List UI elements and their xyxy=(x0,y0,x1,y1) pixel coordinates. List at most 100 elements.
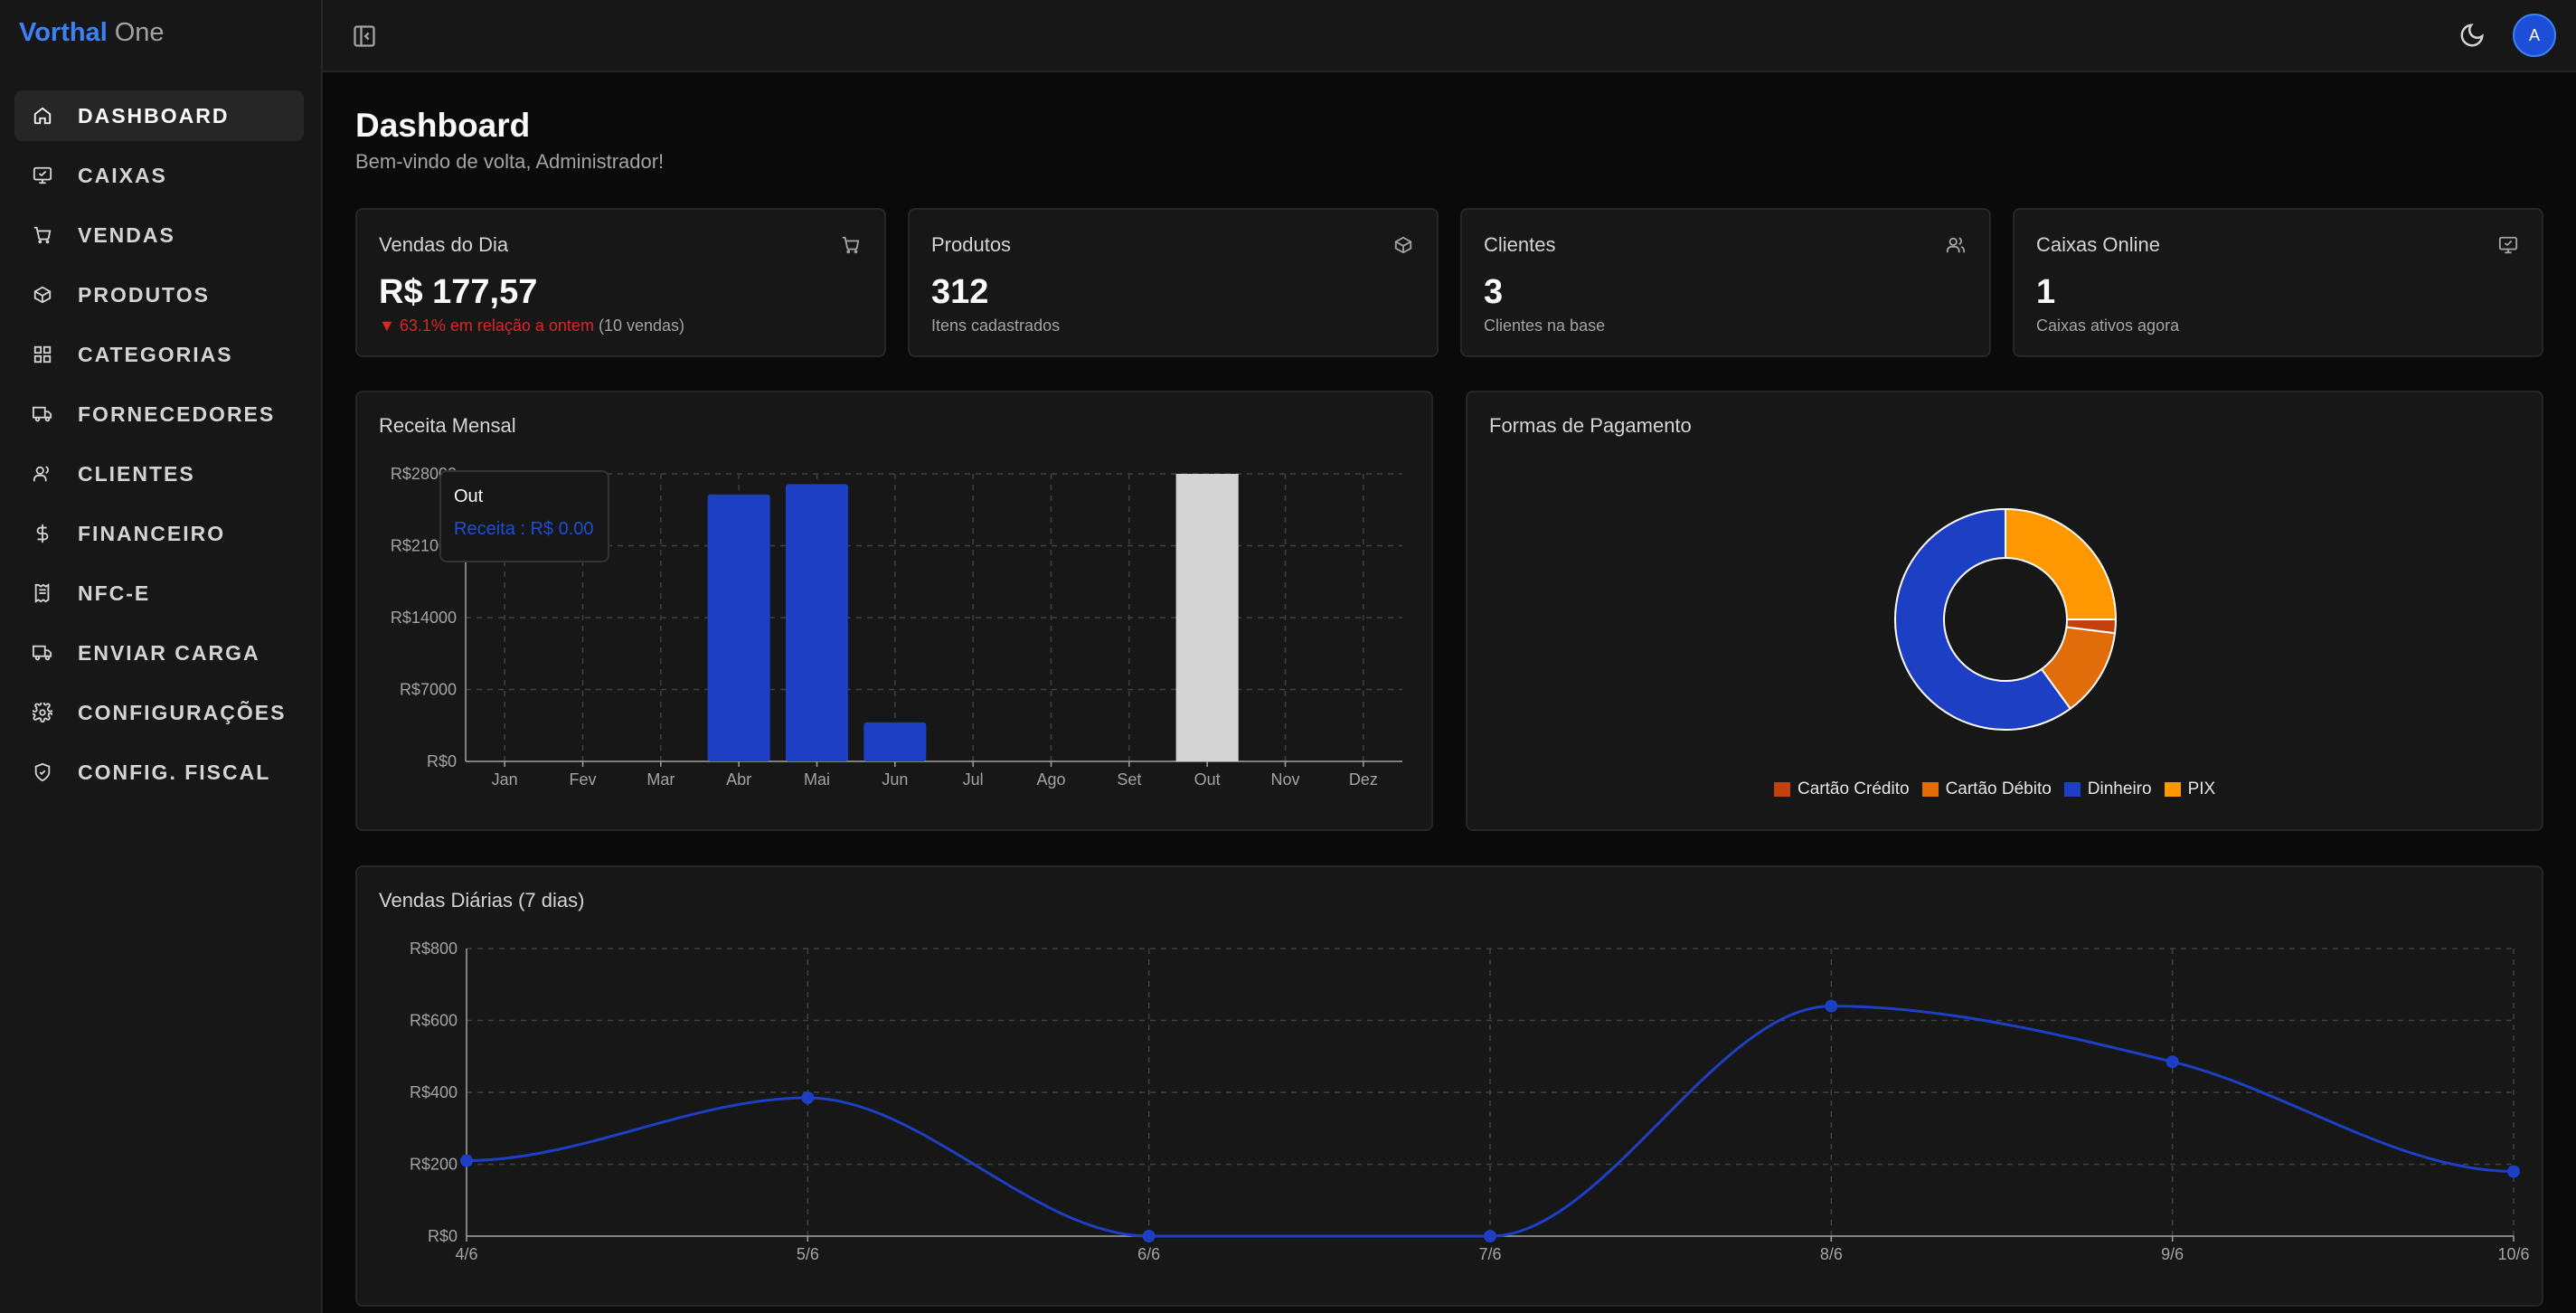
sidebar-item-label: CLIENTES xyxy=(78,461,195,486)
sidebar-item-produtos[interactable]: PRODUTOS xyxy=(14,269,304,320)
sidebar: Vorthal One DASHBOARD CAIXAS VENDAS PRODUTOS… xyxy=(0,0,323,1313)
cart-icon xyxy=(842,236,860,254)
stat-sub: Itens cadastrados xyxy=(931,316,1061,335)
page-title: Dashboard xyxy=(355,107,531,144)
pie-slice xyxy=(2005,507,2118,620)
legend-item[interactable]: Cartão Débito xyxy=(1921,779,2052,799)
sidebar-item-label: CONFIG. FISCAL xyxy=(78,760,271,784)
sidebar-item-clientes[interactable]: CLIENTES xyxy=(14,449,304,499)
vendas-diarias-card: Vendas Diárias (7 dias) xyxy=(355,865,2543,1307)
stat-value: 312 xyxy=(931,273,989,311)
gear-icon xyxy=(33,703,52,723)
sidebar-item-config-fiscal[interactable]: CONFIG. FISCAL xyxy=(14,747,304,798)
legend-swatch xyxy=(1774,782,1790,797)
sidebar-item-label: CONFIGURAÇÕES xyxy=(78,700,287,724)
x-tick-label: 6/6 xyxy=(1137,1245,1160,1263)
x-tick-label: 4/6 xyxy=(455,1245,477,1263)
stat-card-clientes: Clientes 3 Clientes na base xyxy=(1460,208,1991,357)
sidebar-item-fornecedores[interactable]: FORNECEDORES xyxy=(14,389,304,439)
theme-toggle-moon-icon[interactable] xyxy=(2458,22,2486,49)
data-point xyxy=(460,1154,473,1167)
user-avatar[interactable]: A xyxy=(2513,14,2556,57)
cart-icon xyxy=(33,226,52,244)
sidebar-item-label: FORNECEDORES xyxy=(78,401,276,426)
data-point xyxy=(2166,1055,2179,1069)
x-tick-label: Set xyxy=(1117,770,1141,789)
data-point xyxy=(2507,1165,2520,1178)
legend-label: Cartão Crédito xyxy=(1798,779,1910,798)
sidebar-toggle-icon[interactable] xyxy=(352,24,377,49)
chart-title: Receita Mensal xyxy=(379,414,516,437)
stat-sub: Caixas ativos agora xyxy=(2036,316,2180,335)
legend-item[interactable]: Cartão Crédito xyxy=(1774,779,1910,799)
home-icon xyxy=(33,107,52,125)
sidebar-item-label: PRODUTOS xyxy=(78,282,210,307)
y-tick-label: R$0 xyxy=(428,1227,458,1245)
data-point xyxy=(1142,1230,1156,1242)
sidebar-item-caixas[interactable]: CAIXAS xyxy=(14,150,304,201)
legend-swatch xyxy=(1921,782,1939,797)
dollar-icon xyxy=(36,524,49,543)
users-icon xyxy=(33,466,49,482)
sidebar-item-configura-es[interactable]: CONFIGURAÇÕES xyxy=(14,687,304,738)
formas-pagamento-chart[interactable] xyxy=(1881,497,2143,732)
formas-pagamento-card: Formas de Pagamento xyxy=(1466,391,2543,831)
truck-icon xyxy=(33,406,52,422)
y-tick-label: R$7000 xyxy=(400,681,457,699)
monitor-icon xyxy=(33,166,52,184)
legend-item[interactable]: Dinheiro xyxy=(2063,779,2152,799)
truck-icon xyxy=(33,645,52,661)
sidebar-nav: DASHBOARD CAIXAS VENDAS PRODUTOS CATEGORIAS F… xyxy=(14,90,304,807)
data-point xyxy=(1484,1230,1496,1242)
x-tick-label: Abr xyxy=(726,770,751,789)
sidebar-item-vendas[interactable]: VENDAS xyxy=(14,210,304,260)
stat-label: Caixas Online xyxy=(2036,233,2160,256)
x-tick-label: Out xyxy=(1194,770,1221,789)
x-tick-label: Jul xyxy=(963,770,984,789)
x-tick-label: 10/6 xyxy=(2497,1245,2529,1263)
vendas-diarias-chart[interactable]: R$0 R$200 R$400 R$600 R$800 4/6 5/6 6/6 7/6 8/6 9/… xyxy=(355,865,2543,1307)
sidebar-item-categorias[interactable]: CATEGORIAS xyxy=(14,329,304,380)
sidebar-item-label: VENDAS xyxy=(78,222,175,247)
sidebar-item-dashboard[interactable]: DASHBOARD xyxy=(14,90,304,141)
stat-value: 1 xyxy=(2036,273,2056,311)
x-tick-label: Fev xyxy=(569,770,596,789)
stat-change: ▼ 63.1% em relação a ontem xyxy=(379,316,594,335)
sidebar-item-label: ENVIAR CARGA xyxy=(78,640,260,665)
users-icon xyxy=(1946,237,1966,253)
box-icon xyxy=(1394,236,1412,254)
legend-item[interactable]: PIX xyxy=(2164,779,2216,799)
sidebar-item-label: NFC-E xyxy=(78,581,151,605)
sidebar-item-financeiro[interactable]: FINANCEIRO xyxy=(14,508,304,559)
stat-value: R$ 177,57 xyxy=(379,273,538,311)
y-tick-label: R$400 xyxy=(410,1083,458,1101)
pie-slice xyxy=(1894,507,2072,731)
topbar: A xyxy=(323,0,2576,72)
y-tick-label: R$600 xyxy=(410,1012,458,1030)
sidebar-item-label: DASHBOARD xyxy=(78,103,230,128)
sidebar-item-nfc-e[interactable]: NFC-E xyxy=(14,568,304,619)
chart-title: Formas de Pagamento xyxy=(1489,414,1692,437)
bar xyxy=(863,722,927,761)
legend-label: Cartão Débito xyxy=(1945,779,2052,798)
y-tick-label: R$0 xyxy=(427,752,457,770)
x-tick-label: Jan xyxy=(492,770,518,789)
legend-label: Dinheiro xyxy=(2087,779,2152,798)
stat-value: 3 xyxy=(1484,273,1504,311)
receipt-icon xyxy=(34,583,50,603)
stat-card-produtos: Produtos 312 Itens cadastrados xyxy=(908,208,1439,357)
x-tick-label: 7/6 xyxy=(1478,1245,1501,1263)
sidebar-item-label: CAIXAS xyxy=(78,163,167,187)
sidebar-item-label: FINANCEIRO xyxy=(78,521,226,545)
shield-icon xyxy=(34,762,51,782)
legend-swatch xyxy=(2164,782,2181,797)
legend-label: PIX xyxy=(2187,779,2216,798)
x-tick-label: 5/6 xyxy=(797,1245,819,1263)
box-icon xyxy=(33,286,52,304)
sidebar-item-enviar-carga[interactable]: ENVIAR CARGA xyxy=(14,628,304,678)
x-tick-label: Nov xyxy=(1270,770,1299,789)
monitor-icon xyxy=(2498,236,2518,254)
brand-logo[interactable]: Vorthal One xyxy=(19,18,165,48)
